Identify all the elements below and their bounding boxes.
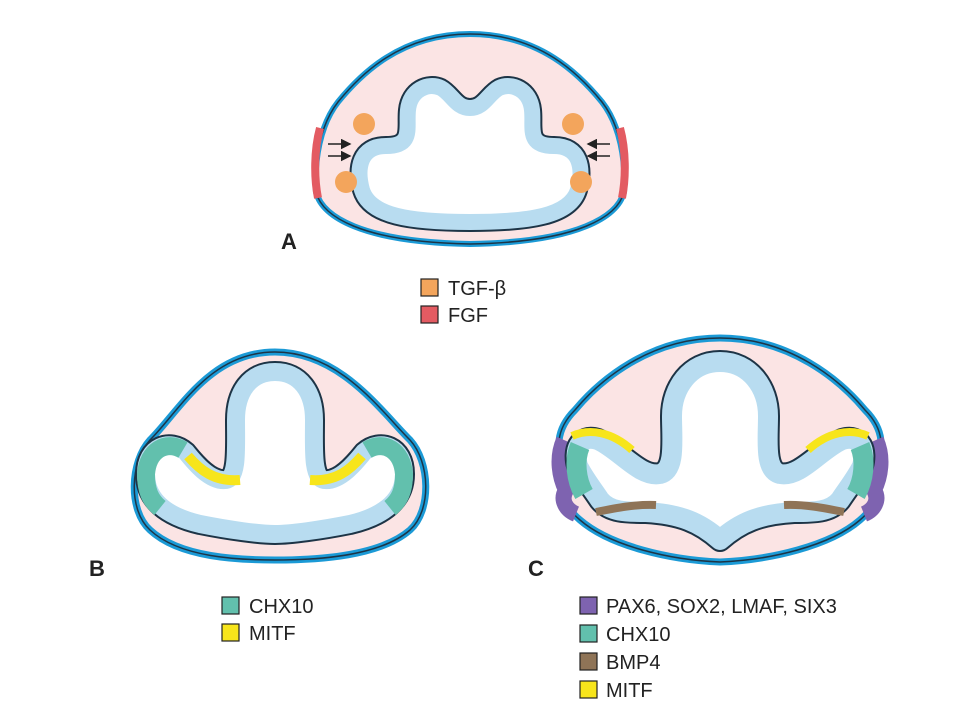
panel-c-mitf-right xyxy=(805,428,870,454)
legend-label-chx10-c: CHX10 xyxy=(606,624,670,646)
panel-a-tgf-dot xyxy=(335,171,357,193)
legend-swatch-bmp4 xyxy=(579,652,598,671)
panel-c-pax6-left xyxy=(551,436,580,522)
legend-label-bmp4: BMP4 xyxy=(606,652,660,674)
panel-b-chx10-right xyxy=(362,437,414,516)
panel-c: C PAX6, SOX2, LMAF, SIX3 CHX10 BMP4 MITF xyxy=(528,334,889,702)
legend-swatch-chx10 xyxy=(221,596,240,615)
panel-a-outline xyxy=(314,33,626,245)
panel-a-tgf-dot xyxy=(562,113,584,135)
legend-label-pax6-group: PAX6, SOX2, LMAF, SIX3 xyxy=(606,596,837,618)
panel-c-outline xyxy=(558,337,882,563)
panel-b-mitf-right xyxy=(309,452,366,486)
legend-swatch-tgf-beta xyxy=(420,278,439,297)
legend-swatch-pax6-group xyxy=(579,596,598,615)
legend-swatch-chx10-c xyxy=(579,624,598,643)
panel-c-mitf-left xyxy=(570,428,635,454)
panel-a-tgf-dot xyxy=(570,171,592,193)
legend-swatch-fgf xyxy=(420,305,439,324)
panel-b-mitf-left xyxy=(184,452,241,486)
panel-a-tgf-dot xyxy=(353,113,375,135)
panel-b: B CHX10 MITF xyxy=(89,348,430,645)
legend-label-mitf: MITF xyxy=(249,623,296,645)
panel-a-fgf-left xyxy=(311,126,324,199)
panel-c-pax6-right xyxy=(860,436,889,522)
panel-a-fgf-right xyxy=(616,126,629,199)
legend-label-mitf-c: MITF xyxy=(606,680,653,702)
panel-b-label: B xyxy=(89,556,105,581)
legend-label-fgf: FGF xyxy=(448,305,488,327)
panel-c-bmp4-right xyxy=(783,500,845,516)
panel-b-chx10-left xyxy=(136,437,188,516)
panel-a: A TGF-β FGF xyxy=(281,30,629,327)
panel-b-outline xyxy=(133,351,427,561)
panel-c-chx10-right xyxy=(847,442,874,499)
legend-label-tgf-beta: TGF-β xyxy=(448,278,506,300)
panel-c-bmp4-left xyxy=(595,500,657,516)
legend-swatch-mitf xyxy=(221,623,240,642)
panel-c-label: C xyxy=(528,556,544,581)
panel-a-label: A xyxy=(281,229,297,254)
panel-c-chx10-left xyxy=(566,442,593,499)
legend-swatch-mitf-c xyxy=(579,680,598,699)
legend-label-chx10: CHX10 xyxy=(249,596,313,618)
